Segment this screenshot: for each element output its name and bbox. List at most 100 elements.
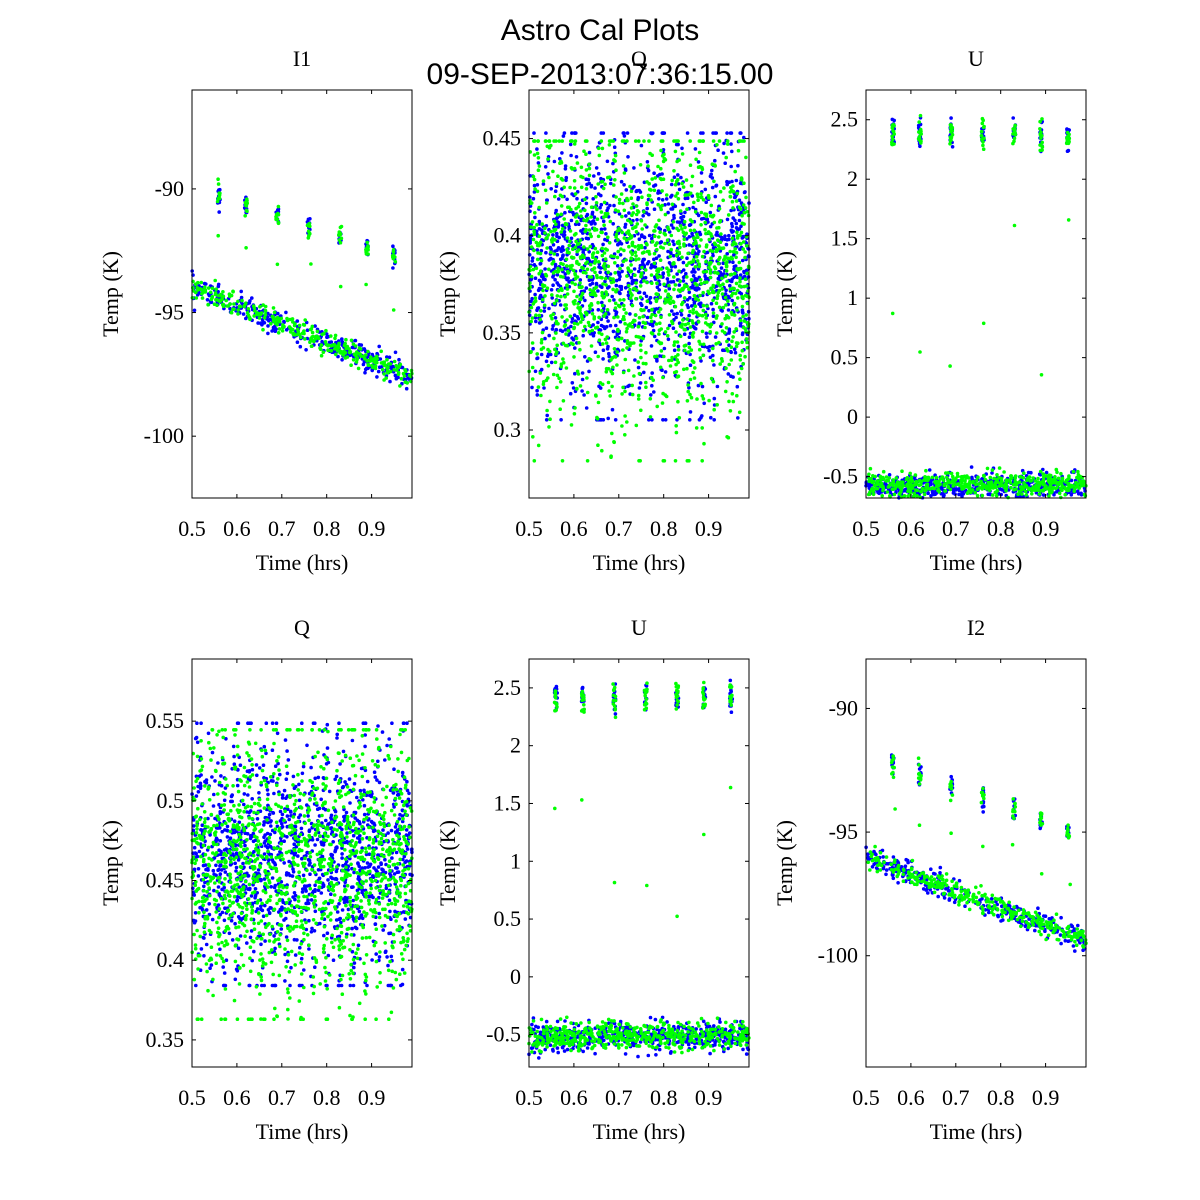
data-point xyxy=(682,219,687,224)
data-point xyxy=(610,431,614,436)
data-point xyxy=(647,193,652,198)
data-point xyxy=(1041,489,1046,493)
data-point xyxy=(1011,116,1015,120)
data-point xyxy=(941,492,945,496)
data-point xyxy=(532,131,536,135)
data-point xyxy=(662,282,666,287)
data-point xyxy=(731,291,735,296)
data-point xyxy=(1042,475,1046,479)
data-point xyxy=(634,254,638,258)
data-point xyxy=(539,309,543,313)
data-point xyxy=(217,193,222,197)
data-point xyxy=(743,250,747,254)
data-point xyxy=(534,229,539,234)
data-point xyxy=(665,299,669,304)
data-point xyxy=(1012,127,1017,131)
data-point xyxy=(213,292,218,297)
data-point xyxy=(985,466,990,471)
data-point xyxy=(621,164,626,168)
data-point xyxy=(1036,476,1040,481)
data-point xyxy=(681,202,685,207)
data-point xyxy=(614,235,618,239)
data-point xyxy=(540,337,544,342)
data-point xyxy=(348,350,353,354)
data-point xyxy=(691,360,696,365)
data-point xyxy=(617,277,622,282)
data-point xyxy=(676,142,680,147)
data-point xyxy=(692,293,697,298)
data-point xyxy=(539,248,544,253)
data-point xyxy=(708,210,713,215)
data-point xyxy=(644,294,649,299)
data-point xyxy=(647,418,651,422)
data-point xyxy=(281,323,285,327)
data-point xyxy=(630,325,635,329)
data-point xyxy=(725,179,729,184)
data-point xyxy=(281,325,285,330)
data-point xyxy=(600,285,604,290)
data-point xyxy=(738,358,743,362)
data-point xyxy=(644,211,649,215)
data-point xyxy=(407,373,412,378)
data-point xyxy=(655,359,659,363)
data-point xyxy=(742,181,746,185)
data-point xyxy=(658,204,663,209)
data-point xyxy=(589,222,594,226)
data-point xyxy=(554,222,558,227)
data-point xyxy=(878,478,883,483)
data-point xyxy=(621,201,625,206)
data-point xyxy=(535,352,539,356)
data-point xyxy=(566,329,571,333)
data-point xyxy=(303,318,308,322)
plot-area xyxy=(865,89,1087,499)
data-point xyxy=(672,348,677,353)
data-point xyxy=(398,362,403,367)
data-point xyxy=(622,307,626,312)
data-point xyxy=(1013,123,1017,128)
data-point xyxy=(533,296,538,300)
data-point xyxy=(689,278,694,282)
data-point xyxy=(630,279,635,284)
data-point xyxy=(217,210,221,214)
data-point xyxy=(980,482,985,486)
data-point xyxy=(622,131,626,135)
data-point xyxy=(906,489,910,494)
data-point xyxy=(688,163,693,167)
data-point xyxy=(585,376,589,380)
data-point xyxy=(949,116,953,120)
data-point xyxy=(236,312,240,316)
data-point xyxy=(647,181,651,186)
data-point xyxy=(1012,487,1016,492)
data-point xyxy=(661,375,665,380)
data-point xyxy=(642,180,647,185)
data-point xyxy=(364,282,368,287)
data-point xyxy=(587,357,591,361)
data-point xyxy=(535,393,540,397)
data-point xyxy=(572,313,577,318)
data-point xyxy=(363,356,367,361)
data-point xyxy=(536,156,541,160)
data-point xyxy=(657,254,661,258)
data-point xyxy=(617,271,622,276)
data-point xyxy=(743,277,748,282)
data-point xyxy=(202,285,207,290)
data-point xyxy=(638,459,642,463)
data-point xyxy=(674,430,679,435)
data-point xyxy=(991,486,996,490)
data-point xyxy=(622,298,626,302)
data-point xyxy=(596,289,600,293)
data-point xyxy=(881,469,886,474)
data-point xyxy=(702,401,706,406)
data-point xyxy=(677,269,681,274)
data-point xyxy=(1013,132,1018,137)
data-point xyxy=(731,249,736,254)
data-point xyxy=(364,247,368,252)
data-point xyxy=(634,230,639,234)
data-point xyxy=(741,203,746,207)
data-point xyxy=(618,266,622,271)
data-point xyxy=(643,223,647,227)
data-point xyxy=(564,257,569,262)
data-point xyxy=(696,312,700,317)
data-point xyxy=(650,153,654,157)
data-point xyxy=(611,287,615,292)
